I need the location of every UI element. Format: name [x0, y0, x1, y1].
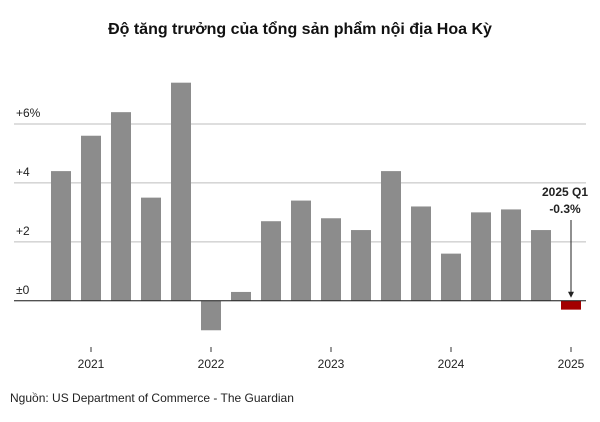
bar [201, 300, 221, 331]
bar [411, 206, 431, 301]
bar [171, 82, 191, 301]
y-tick-label: +6% [16, 106, 41, 120]
y-tick-label: +2 [16, 224, 30, 238]
x-tick-label: 2024 [438, 357, 465, 371]
bar [261, 221, 281, 301]
bar [111, 112, 131, 301]
bar [141, 197, 161, 301]
y-tick-label: +4 [16, 165, 30, 179]
bar [51, 171, 71, 301]
bar [291, 200, 311, 301]
x-tick-label: 2023 [318, 357, 345, 371]
x-tick-label: 2025 [558, 357, 585, 371]
bar [531, 230, 551, 301]
bar [441, 253, 461, 301]
bar [231, 291, 251, 301]
annotation: 2025 Q1 [542, 185, 588, 199]
x-tick-label: 2021 [78, 357, 105, 371]
value-label: -0.3% [549, 202, 581, 216]
bar [501, 209, 521, 301]
bar [561, 300, 581, 310]
source: Nguồn: US Department of Commerce - The G… [10, 391, 294, 405]
bar [471, 212, 491, 301]
bar [321, 218, 341, 301]
bar [81, 135, 101, 301]
x-tick-label: 2022 [198, 357, 225, 371]
bar [351, 230, 371, 301]
arrow-head [568, 291, 574, 298]
y-tick-label: ±0 [16, 283, 30, 297]
bar [381, 171, 401, 301]
chart-title: Độ tăng trưởng của tổng sản phẩm nội địa… [108, 20, 492, 38]
